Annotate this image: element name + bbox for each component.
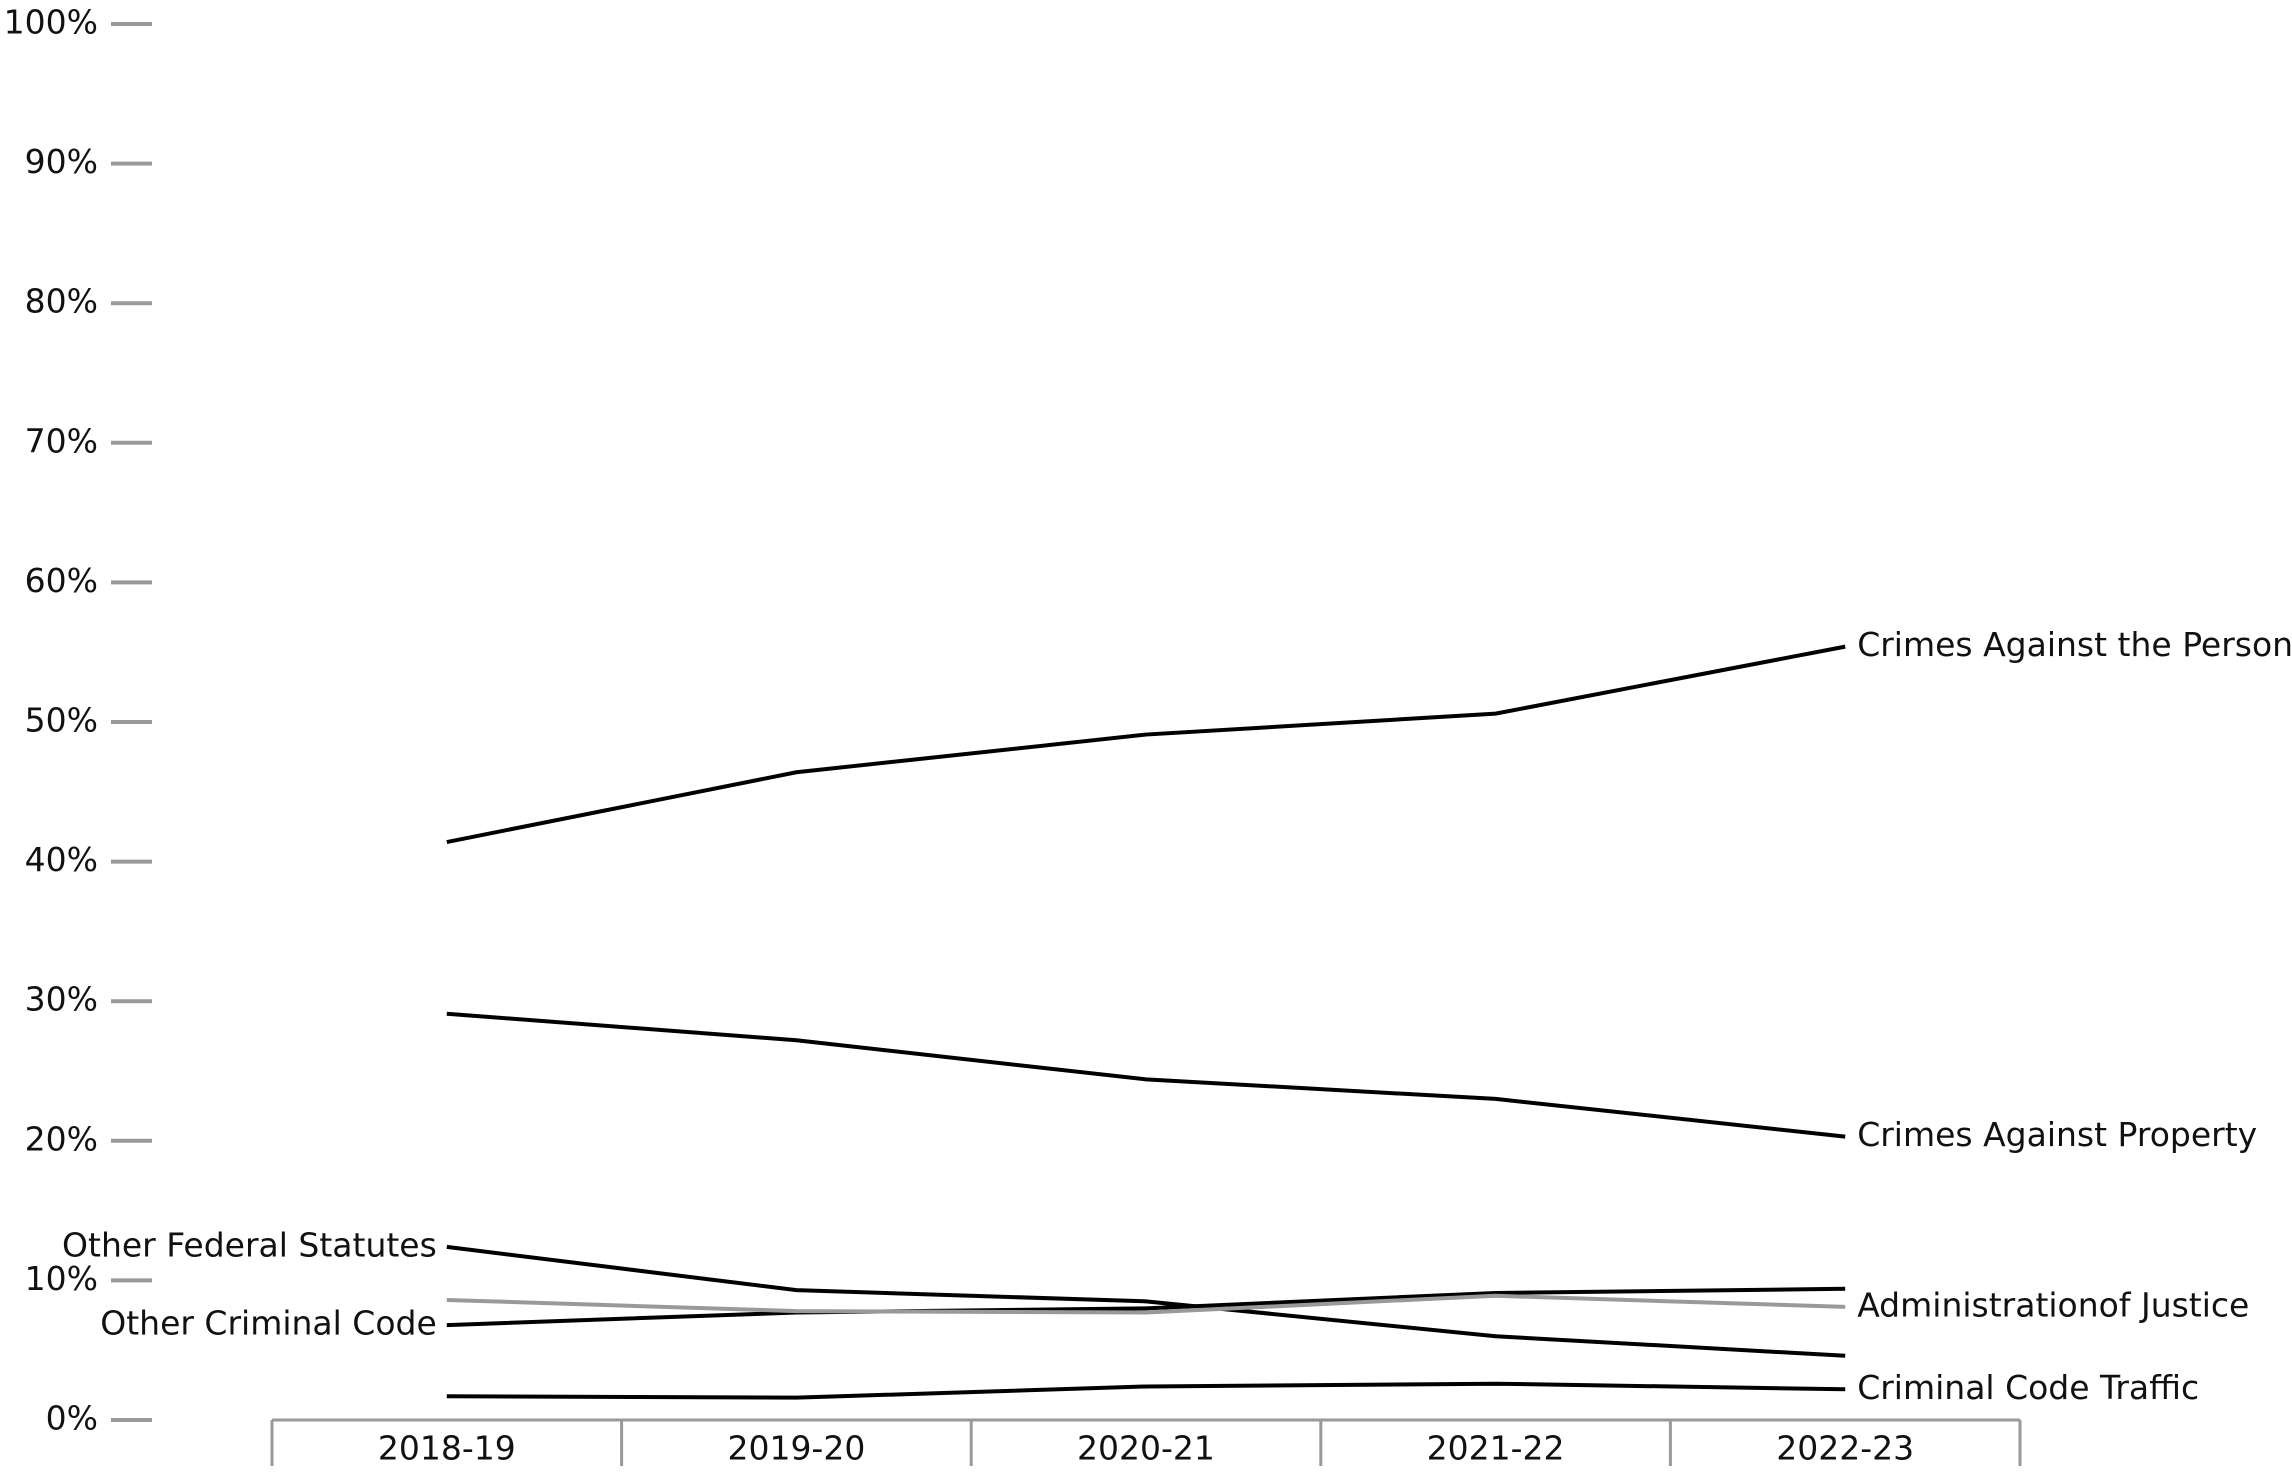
y-tick-label: 30% bbox=[25, 980, 98, 1019]
x-tick-label: 2019-20 bbox=[727, 1429, 865, 1468]
y-tick-label: 100% bbox=[4, 3, 98, 42]
x-tick-label: 2020-21 bbox=[1077, 1429, 1215, 1468]
series-label: Administrationof Justice bbox=[1857, 1285, 2249, 1324]
y-tick-label: 20% bbox=[25, 1119, 98, 1158]
series-line bbox=[446, 1244, 1846, 1358]
y-tick-label: 10% bbox=[25, 1259, 98, 1298]
x-tick-label: 2021-22 bbox=[1427, 1429, 1565, 1468]
y-tick-label: 0% bbox=[46, 1399, 98, 1438]
x-tick-label: 2022-23 bbox=[1776, 1429, 1914, 1468]
series-label: Crimes Against Property bbox=[1857, 1115, 2257, 1154]
series-label: Crimes Against the Person bbox=[1857, 625, 2292, 664]
series-line bbox=[446, 644, 1846, 845]
series-line bbox=[446, 1286, 1846, 1328]
series-label: Criminal Code Traffic bbox=[1857, 1368, 2199, 1407]
series-line bbox=[446, 1011, 1846, 1139]
series-line bbox=[446, 1293, 1846, 1315]
series-line bbox=[446, 1381, 1846, 1400]
series-label: Other Criminal Code bbox=[100, 1304, 437, 1343]
y-tick-label: 70% bbox=[25, 421, 98, 460]
y-tick-label: 50% bbox=[25, 701, 98, 740]
series-label: Other Federal Statutes bbox=[62, 1225, 437, 1264]
y-tick-label: 40% bbox=[25, 840, 98, 879]
x-tick-label: 2018-19 bbox=[378, 1429, 516, 1468]
y-tick-label: 60% bbox=[25, 561, 98, 600]
y-tick-label: 80% bbox=[25, 282, 98, 321]
y-tick-label: 90% bbox=[25, 142, 98, 181]
